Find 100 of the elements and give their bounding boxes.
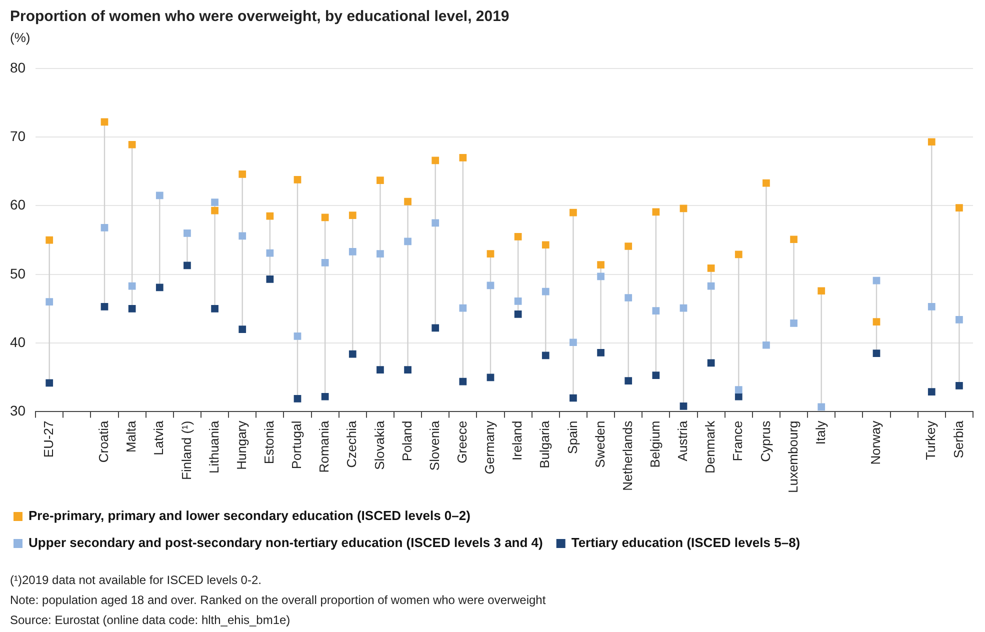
point xyxy=(624,242,632,250)
point xyxy=(266,212,274,220)
point xyxy=(486,250,494,258)
point xyxy=(128,282,136,290)
point xyxy=(432,324,440,332)
point xyxy=(156,284,164,292)
x-tick-label: Germany xyxy=(482,420,498,474)
point xyxy=(597,261,604,268)
point xyxy=(542,352,550,360)
point xyxy=(184,262,191,270)
text: (¹)2019 data not available for ISCED levels 0-2. xyxy=(10,572,262,589)
y-tick-label: 40 xyxy=(10,334,26,350)
point xyxy=(652,208,660,216)
point xyxy=(376,366,384,374)
point xyxy=(459,154,467,162)
point xyxy=(404,366,412,374)
point xyxy=(100,118,108,126)
point xyxy=(404,238,412,246)
x-tick-label: Italy xyxy=(812,420,828,445)
point xyxy=(321,214,329,222)
point xyxy=(459,378,467,386)
x-tick-label: Spain xyxy=(564,420,580,454)
point xyxy=(872,350,880,358)
legend-label: Pre-primary, primary and lower secondary education (ISCED levels 0–2) xyxy=(28,508,470,524)
point xyxy=(348,248,356,256)
point xyxy=(404,198,412,206)
point xyxy=(680,204,688,212)
x-tick-label: Belgium xyxy=(648,420,663,468)
point xyxy=(321,392,329,400)
y-tick-label: 60 xyxy=(10,196,26,213)
point xyxy=(238,326,246,334)
point xyxy=(762,341,770,349)
point xyxy=(680,402,688,410)
point xyxy=(486,374,494,382)
point xyxy=(570,394,577,402)
x-tick-label: Netherlands xyxy=(620,420,635,491)
x-tick-label: Greece xyxy=(454,420,470,464)
point xyxy=(432,156,440,164)
x-tick-label: Turkey xyxy=(923,420,938,460)
x-tick-label: Malta xyxy=(124,420,139,453)
point xyxy=(707,282,715,290)
point xyxy=(680,304,688,312)
point xyxy=(597,348,604,356)
y-tick-label: 50 xyxy=(10,265,26,282)
point xyxy=(624,377,632,385)
point xyxy=(459,304,467,312)
point xyxy=(570,208,577,216)
point xyxy=(928,302,936,310)
point xyxy=(266,276,274,283)
point xyxy=(100,302,108,310)
point xyxy=(707,264,715,272)
x-tick-label: Ireland xyxy=(510,420,525,460)
point xyxy=(790,236,798,244)
x-tick-label: Czechia xyxy=(344,420,360,468)
x-tick-label: Hungary xyxy=(234,420,249,470)
x-tick-label: EU-27 xyxy=(40,420,56,458)
legend-label: Tertiary education (ISCED levels 5–8) xyxy=(571,535,800,550)
x-tick-label: Finland (¹) xyxy=(178,420,194,480)
point xyxy=(734,250,742,258)
x-tick-label: Croatia xyxy=(96,420,112,463)
point xyxy=(211,305,218,312)
x-tick-label: Portugal xyxy=(289,420,304,470)
point xyxy=(818,403,826,411)
point xyxy=(514,310,522,318)
x-tick-label: Serbia xyxy=(950,420,966,458)
y-tick-label: 80 xyxy=(10,59,26,76)
x-tick-label: Poland xyxy=(399,420,414,462)
point xyxy=(211,198,218,206)
point xyxy=(294,332,302,340)
x-tick-label: Bulgaria xyxy=(537,420,552,468)
x-tick-label: Luxembourg xyxy=(785,420,800,494)
point xyxy=(624,294,632,302)
point xyxy=(266,249,274,257)
source-note: Source: Eurostat (online data code: hlth_ehis_bm1e) xyxy=(10,612,292,629)
point xyxy=(294,176,302,184)
point xyxy=(570,338,577,346)
x-tick-label: Romania xyxy=(316,420,332,473)
point xyxy=(128,140,136,148)
x-tick-label: Slovenia xyxy=(426,420,442,471)
point xyxy=(734,392,742,400)
y-tick-label: 30 xyxy=(10,402,26,419)
point xyxy=(514,297,522,305)
point xyxy=(928,138,936,146)
point xyxy=(956,382,963,390)
x-tick-label: Denmark xyxy=(702,420,718,474)
x-tick-label: France xyxy=(730,420,746,462)
point xyxy=(376,176,384,184)
point xyxy=(128,305,136,312)
point xyxy=(928,388,936,396)
point xyxy=(734,386,742,394)
y-axis-title: (%) xyxy=(10,30,30,45)
point xyxy=(184,230,191,237)
point xyxy=(432,219,440,227)
point xyxy=(238,232,246,240)
x-tick-label: Cyprus xyxy=(758,420,773,462)
point xyxy=(294,395,302,402)
x-tick-label: Sweden xyxy=(592,420,608,468)
point xyxy=(597,272,604,280)
x-tick-label: Slovakia xyxy=(372,420,387,470)
x-tick-label: Austria xyxy=(675,420,690,462)
